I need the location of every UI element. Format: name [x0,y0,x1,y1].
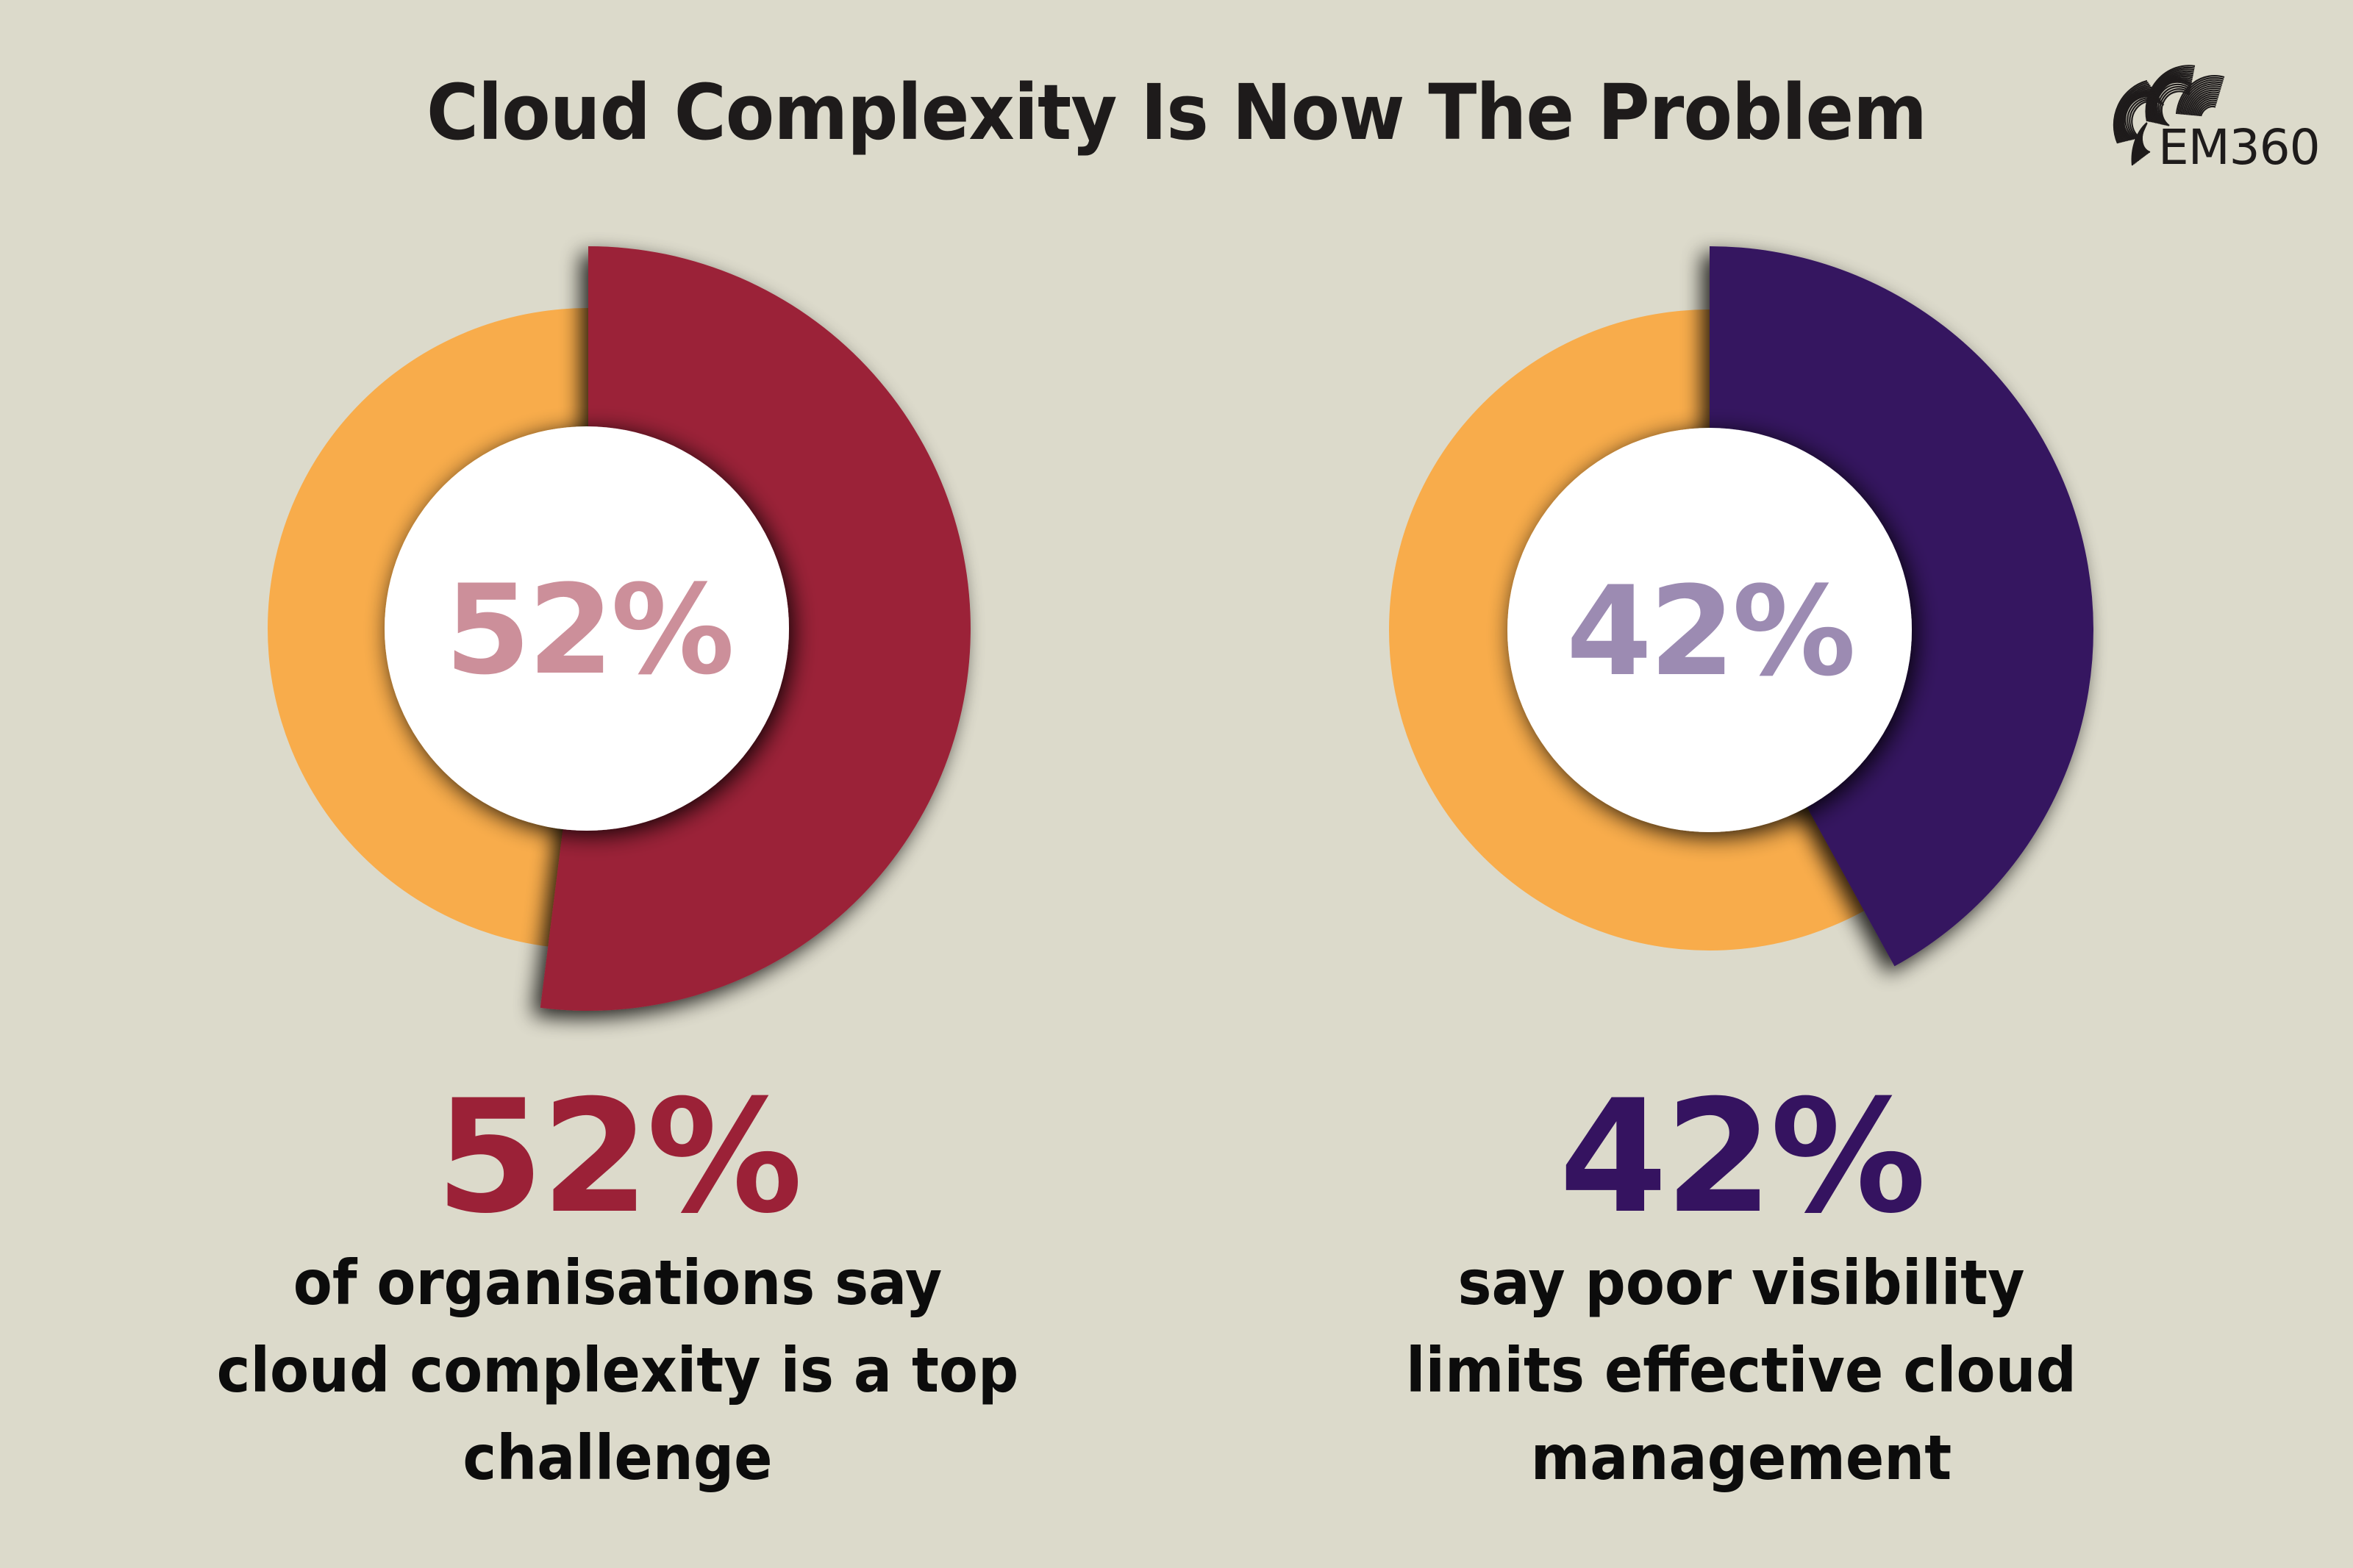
stat-description-line: management [1530,1422,1952,1494]
donut-center-label: 52% [445,558,732,702]
stat-description-line: challenge [463,1422,773,1494]
stat-block-right: 42% say poor visibility limits effective… [1300,1079,2182,1502]
donut-inner-circle [385,426,789,831]
donut-center-label: 42% [1566,559,1853,704]
stat-value: 52% [435,1066,802,1247]
donut-inner-circle [1507,428,1912,832]
brand-logo-text: EM360 [2158,119,2321,176]
stat-description-line: of organisations say [293,1247,943,1319]
cloud-wave-icon [2113,65,2225,166]
stat-description: say poor visibility limits effective clo… [1335,1239,2147,1502]
stat-value: 42% [1559,1066,1926,1247]
donut-chart-right: 42% [1389,246,2093,967]
stat-description-line: say poor visibility [1457,1247,2025,1319]
stat-description-line: cloud complexity is a top [216,1334,1019,1406]
stat-description-line: limits effective cloud [1406,1334,2077,1406]
stat-block-left: 52% of organisations say cloud complexit… [176,1079,1059,1502]
page-title: Cloud Complexity Is Now The Problem [426,68,1927,157]
stat-description: of organisations say cloud complexity is… [212,1239,1024,1502]
donut-chart-left: 52% [268,246,971,1012]
